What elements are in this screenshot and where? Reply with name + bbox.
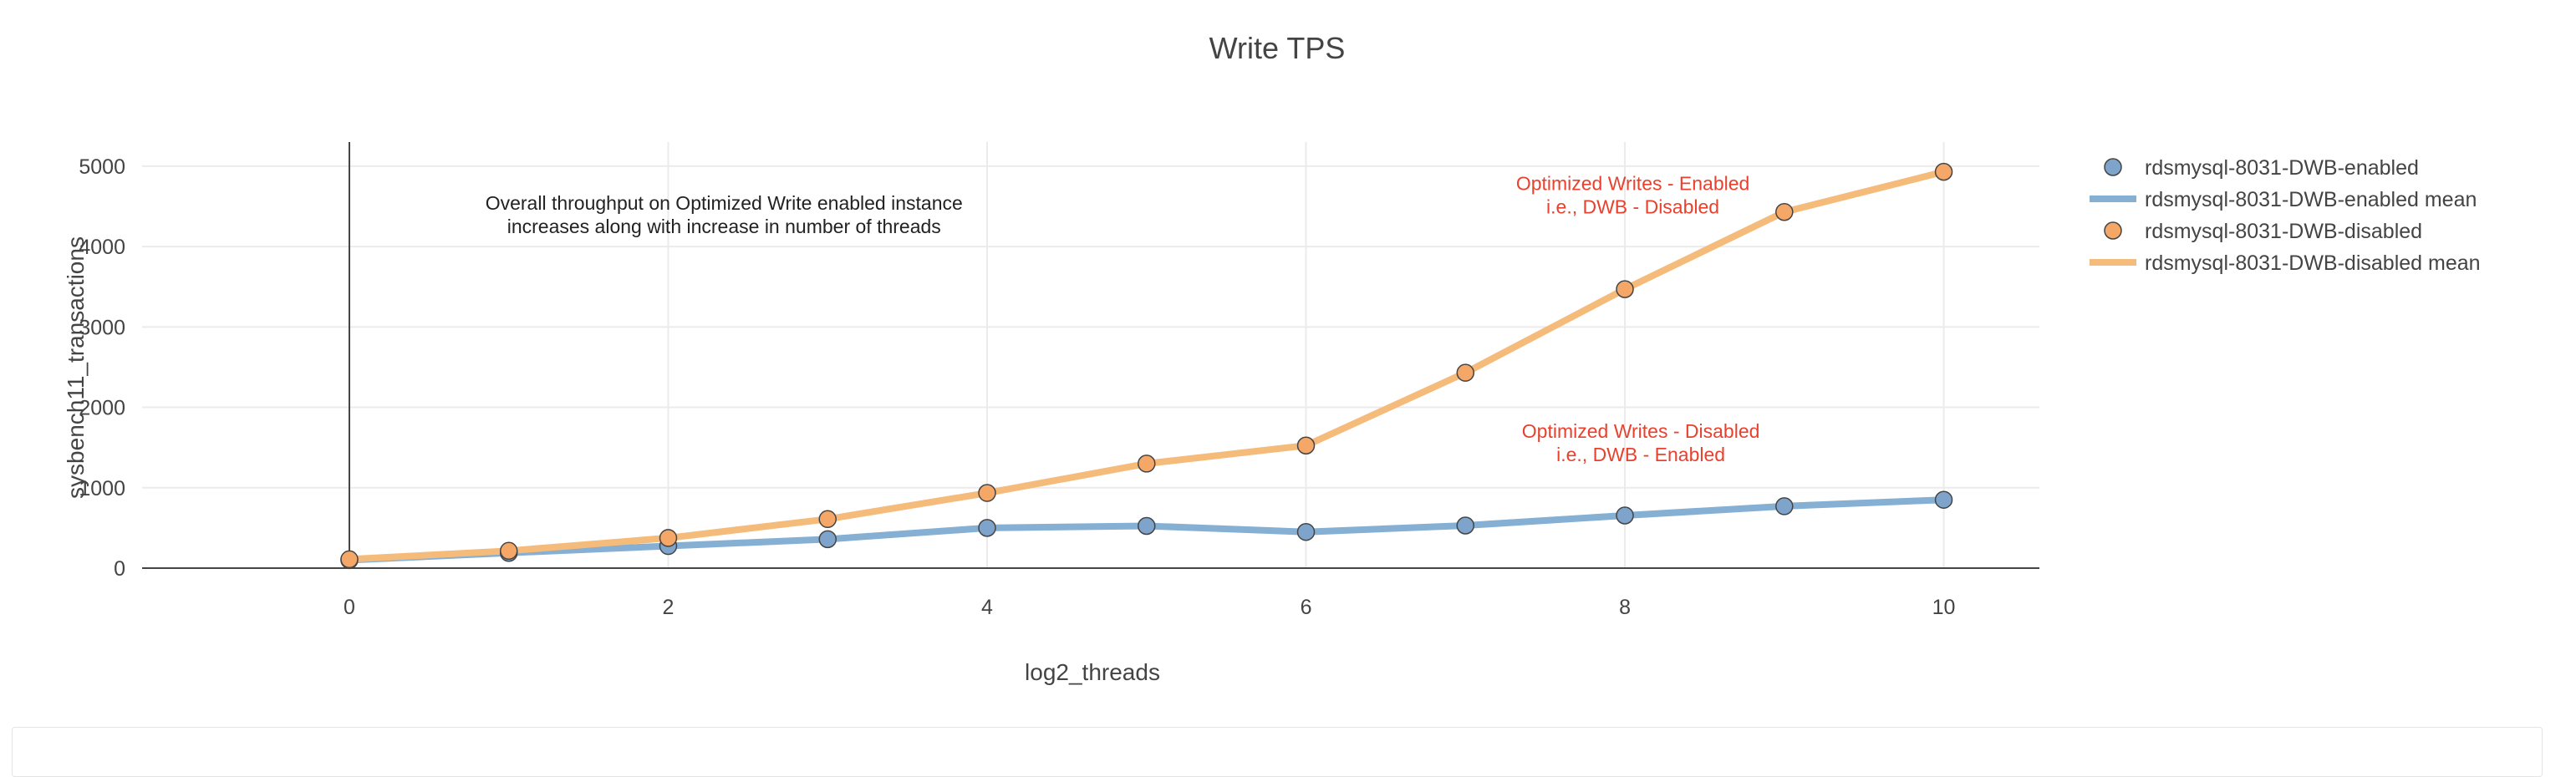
series-0-point[interactable]	[818, 530, 837, 549]
legend-item-1-marker[interactable]: rdsmysql-8031-DWB-disabled	[2104, 220, 2422, 243]
x-axis-ticks: 0 2 4 6 8 10	[344, 596, 1955, 619]
y-tick-label: 0	[114, 557, 125, 581]
bottom-panel	[12, 727, 2543, 777]
annotation-overall: Overall throughput on Optimized Write en…	[486, 192, 963, 237]
series-0-point[interactable]	[1296, 522, 1316, 541]
annotation-line: Optimized Writes - Disabled	[1522, 420, 1760, 442]
series-1-point[interactable]	[659, 529, 678, 547]
y-tick-label: 1000	[79, 477, 125, 500]
series-0-point[interactable]	[1934, 490, 1953, 509]
series-1-point[interactable]	[1138, 455, 1156, 473]
series-0-point[interactable]	[1616, 506, 1634, 525]
series-1-point[interactable]	[499, 541, 518, 561]
x-tick-label: 0	[344, 596, 355, 619]
x-tick-label: 10	[1932, 596, 1956, 619]
x-axis-label: log2_threads	[1025, 659, 1160, 685]
series-0-point[interactable]	[1456, 516, 1475, 535]
y-axis-label: sysbench11_transactions	[63, 236, 89, 499]
legend-marker-icon	[2104, 158, 2122, 176]
legend-label: rdsmysql-8031-DWB-disabled	[2145, 220, 2422, 243]
series-layer	[340, 162, 1953, 570]
legend-marker-icon	[2104, 221, 2122, 240]
annotation-owd: Optimized Writes - Disabled i.e., DWB - E…	[1522, 420, 1760, 465]
legend-item-0-line[interactable]: rdsmysql-8031-DWB-enabled mean	[2090, 188, 2477, 211]
axes	[142, 142, 2039, 569]
series-0-point[interactable]	[1138, 516, 1156, 536]
x-tick-label: 2	[663, 596, 675, 619]
series-1-point[interactable]	[340, 550, 359, 569]
series-0-point[interactable]	[978, 519, 996, 537]
annotation-line: i.e., DWB - Enabled	[1556, 444, 1725, 465]
series-1-point[interactable]	[1616, 280, 1634, 298]
y-tick-label: 5000	[79, 155, 125, 179]
annotation-line: Overall throughput on Optimized Write en…	[486, 192, 963, 214]
annotation-line: i.e., DWB - Disabled	[1546, 196, 1719, 218]
series-1-point[interactable]	[1775, 202, 1794, 221]
x-tick-label: 6	[1301, 596, 1312, 619]
legend-item-1-line[interactable]: rdsmysql-8031-DWB-disabled mean	[2090, 251, 2481, 275]
legend-label: rdsmysql-8031-DWB-disabled mean	[2145, 251, 2481, 275]
x-tick-label: 4	[981, 596, 993, 619]
annotations: Overall throughput on Optimized Write en…	[486, 173, 1760, 465]
x-tick-label: 8	[1619, 596, 1631, 619]
series-1-point[interactable]	[978, 484, 996, 502]
y-tick-label: 3000	[79, 316, 125, 339]
series-1-point[interactable]	[1934, 162, 1953, 181]
series-1-point[interactable]	[818, 510, 837, 529]
annotation-owe: Optimized Writes - Enabled i.e., DWB - Di…	[1516, 173, 1750, 218]
legend-label: rdsmysql-8031-DWB-enabled	[2145, 156, 2419, 180]
legend-label: rdsmysql-8031-DWB-enabled mean	[2145, 188, 2477, 211]
y-axis-ticks: 0 1000 2000 3000 4000 5000	[79, 155, 125, 581]
legend[interactable]: rdsmysql-8031-DWB-enabled rdsmysql-8031-D…	[2090, 156, 2481, 275]
legend-item-0-marker[interactable]: rdsmysql-8031-DWB-enabled	[2104, 156, 2419, 180]
chart-canvas: Write TPS 0 2 4 6 8 10 010002000300040005000 …	[63, 31, 2481, 685]
series-1-point[interactable]	[1456, 363, 1475, 382]
y-tick-label: 4000	[79, 236, 125, 259]
chart-title: Write TPS	[1209, 31, 1346, 65]
grid	[142, 142, 2039, 569]
y-tick-label: 2000	[79, 397, 125, 420]
series-1-point[interactable]	[1296, 436, 1316, 455]
annotation-line: Optimized Writes - Enabled	[1516, 173, 1750, 195]
series-0-point[interactable]	[1775, 497, 1794, 515]
annotation-line: increases along with increase in number …	[507, 216, 941, 237]
